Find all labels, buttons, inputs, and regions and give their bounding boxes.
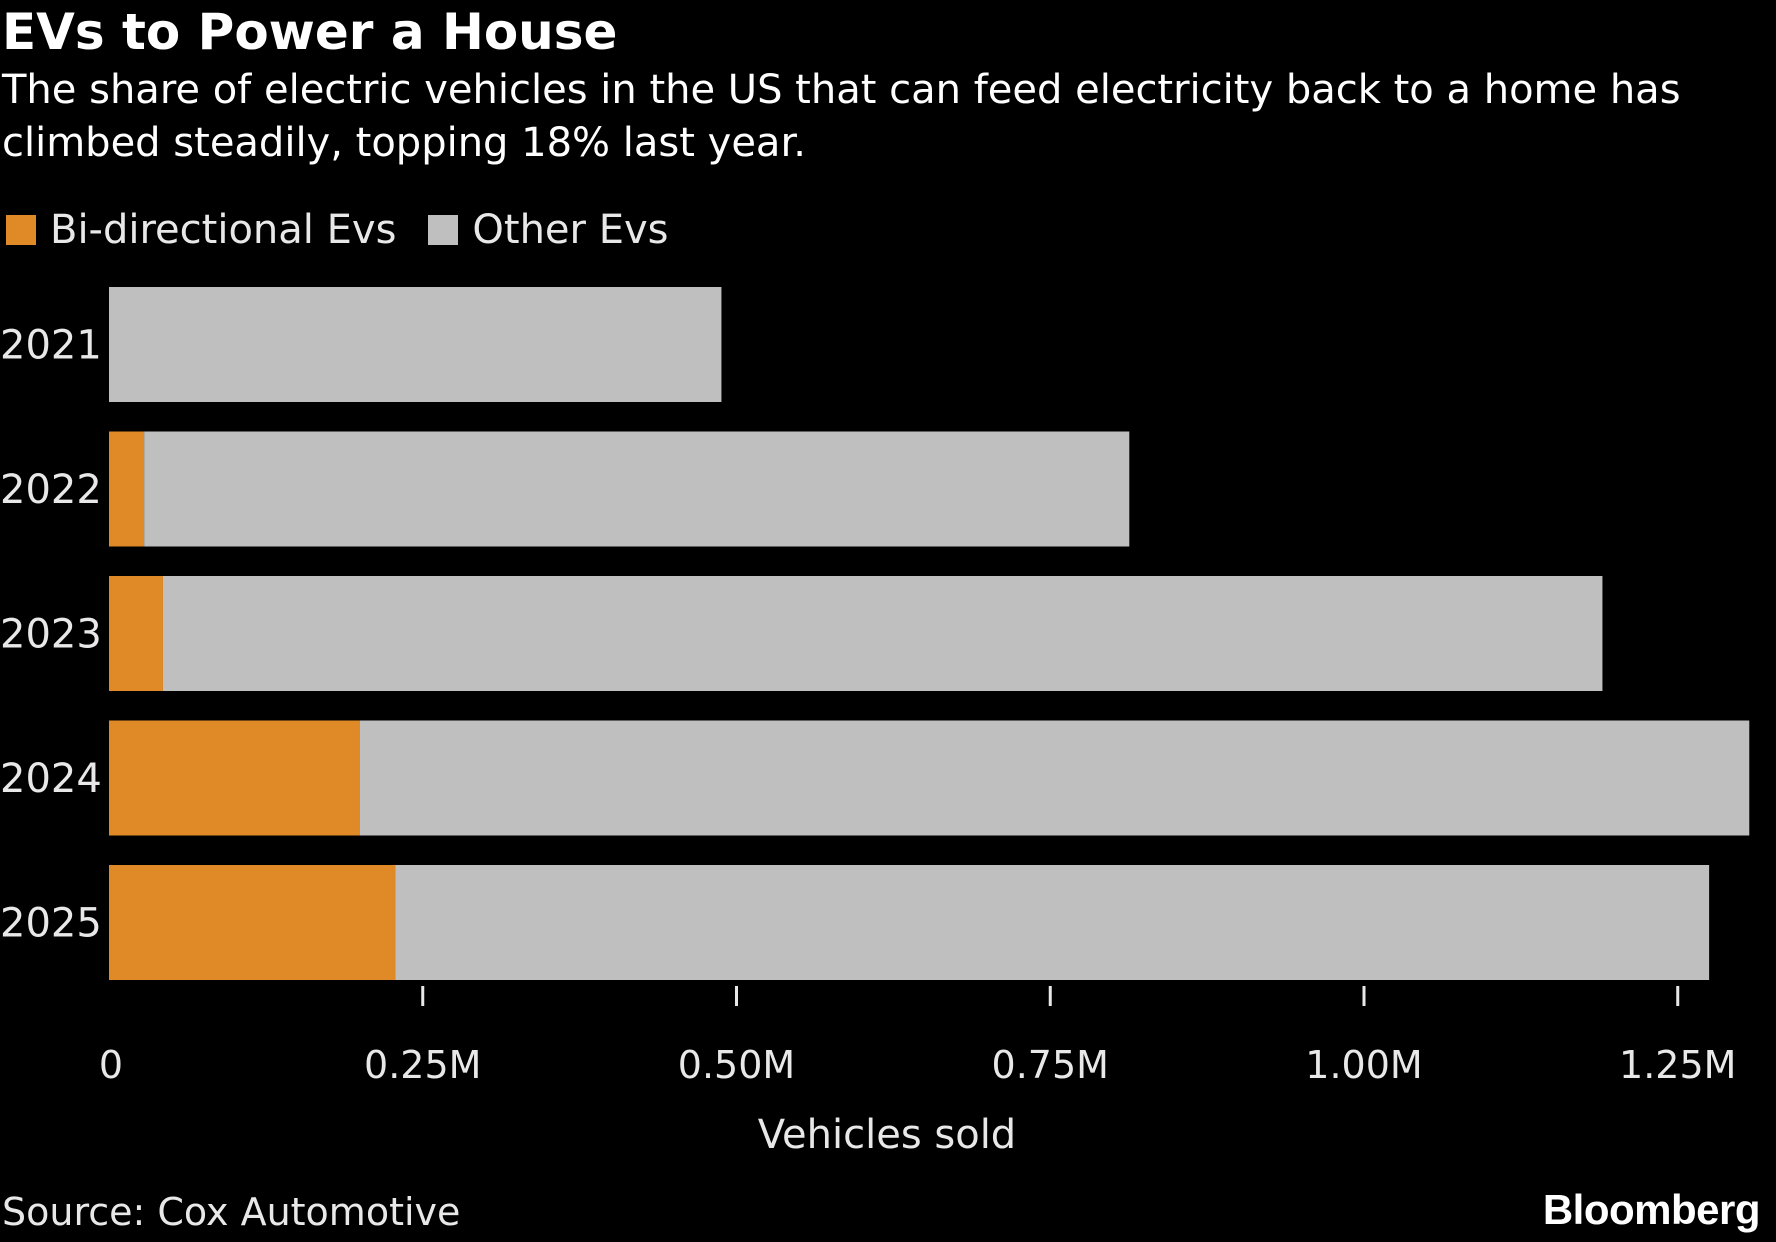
category-label-2023: 2023: [0, 612, 102, 658]
x-tick-label: 1.00M: [1305, 1043, 1422, 1087]
bar-2021-other: [109, 287, 722, 402]
bar-2024-bidirectional: [109, 720, 360, 836]
bar-2022-bidirectional: [109, 431, 145, 547]
x-tick-label: 0.25M: [364, 1043, 481, 1087]
legend-item-bidirectional: Bi-directional Evs: [6, 207, 396, 253]
bar-2025-other: [395, 865, 1710, 980]
source-note: Source: Cox Automotive: [2, 1190, 461, 1234]
legend-label-bidirectional: Bi-directional Evs: [50, 207, 397, 253]
legend: Bi-directional Evs Other Evs: [6, 200, 700, 260]
legend-item-other: Other Evs: [428, 207, 668, 253]
x-tick-label: 0: [99, 1043, 123, 1087]
bars-group: [109, 287, 1750, 980]
category-label-2021: 2021: [0, 323, 102, 369]
category-label-2022: 2022: [0, 467, 102, 513]
bar-2022-other: [144, 431, 1130, 547]
bar-2023-bidirectional: [109, 576, 163, 691]
category-label-2024: 2024: [0, 756, 102, 802]
x-tick-label: 0.50M: [678, 1043, 795, 1087]
legend-label-other: Other Evs: [472, 207, 669, 253]
chart-title: EVs to Power a House: [2, 3, 618, 61]
chart-subtitle: The share of electric vehicles in the US…: [2, 67, 1681, 166]
bar-2024-other: [360, 720, 1750, 836]
x-axis: 0 0.25M 0.50M 0.75M 1.00M 1.25M: [99, 986, 1736, 1087]
x-tick-label: 1.25M: [1619, 1043, 1736, 1087]
x-tick-label: 0.75M: [992, 1043, 1109, 1087]
x-axis-label: Vehicles sold: [758, 1112, 1016, 1158]
bloomberg-logo: Bloomberg: [1542, 1186, 1761, 1233]
legend-swatch-bidirectional: [6, 215, 36, 245]
bar-2023-other: [162, 576, 1603, 691]
category-label-2025: 2025: [0, 901, 102, 947]
bar-2025-bidirectional: [109, 865, 396, 980]
category-labels: 2021 2022 2023 2024 2025: [0, 323, 102, 947]
legend-swatch-other: [428, 215, 459, 245]
